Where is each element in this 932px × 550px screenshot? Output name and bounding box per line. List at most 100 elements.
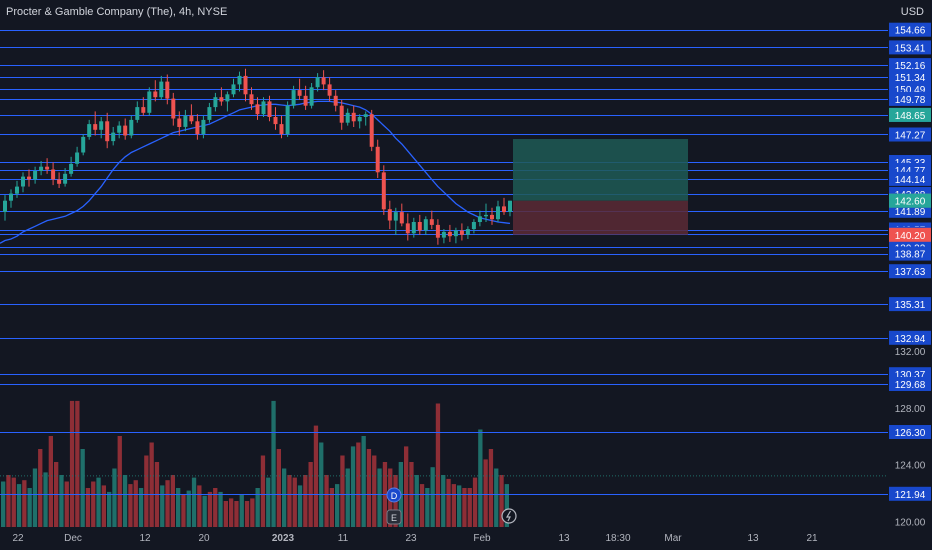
- volume-bar: [128, 484, 133, 527]
- candle-body: [45, 166, 50, 170]
- volume-bar: [345, 468, 350, 527]
- candle-body: [339, 105, 344, 123]
- candle-body: [177, 118, 182, 127]
- volume-bar: [138, 488, 144, 527]
- volume-bar: [176, 488, 181, 527]
- volume-bar: [229, 498, 234, 527]
- candle-body: [303, 95, 308, 106]
- volume-bar: [80, 449, 85, 527]
- volume-bar: [361, 436, 366, 527]
- candle-body: [369, 114, 374, 147]
- level-label: 144.77: [895, 166, 926, 177]
- candle-body: [225, 94, 230, 102]
- volume-bar: [170, 475, 175, 527]
- volume-bar: [101, 485, 106, 527]
- price-label: 148.65: [895, 111, 926, 122]
- volume-bar: [260, 455, 266, 527]
- candle-body: [3, 200, 7, 212]
- time-tick: 21: [806, 533, 818, 544]
- candle-body: [111, 132, 116, 142]
- volume-bar: [462, 488, 467, 527]
- time-tick: 12: [139, 533, 151, 544]
- candle-body: [69, 163, 74, 174]
- level-label-bg: [889, 425, 931, 439]
- volume-bar: [75, 400, 80, 527]
- volume-bar: [234, 501, 239, 527]
- price-label-bg: [889, 107, 931, 122]
- volume-bar: [499, 475, 504, 527]
- volume-bar: [425, 488, 430, 527]
- time-tick: 22: [12, 533, 24, 544]
- volume-bar: [271, 400, 276, 527]
- candle-body: [417, 222, 422, 231]
- candle-body: [471, 222, 476, 230]
- time-tick: 18:30: [605, 533, 630, 544]
- volume-bar: [43, 472, 48, 527]
- volume-bar: [372, 455, 377, 527]
- volume-bar: [287, 475, 292, 527]
- candle-body: [459, 230, 464, 235]
- level-label: 154.66: [895, 26, 926, 37]
- level-label-bg: [889, 58, 931, 73]
- volume-bar: [478, 429, 483, 527]
- candle-body: [405, 223, 410, 234]
- candle-body: [15, 186, 19, 194]
- candle-body: [411, 222, 416, 234]
- candle-body: [363, 114, 368, 117]
- volume-bar: [457, 485, 462, 527]
- candle-body: [273, 117, 278, 125]
- level-label-bg: [889, 40, 931, 55]
- candle-body: [171, 98, 176, 119]
- time-tick: Mar: [664, 533, 682, 544]
- candle-body: [381, 172, 386, 210]
- candle-body: [153, 91, 158, 98]
- candle-body: [39, 166, 44, 171]
- volume-bar: [112, 468, 117, 527]
- volume-bar: [85, 488, 91, 527]
- volume-bar: [165, 480, 170, 527]
- volume-bar: [186, 490, 191, 527]
- volume-bar: [122, 475, 128, 527]
- volume-bar: [1, 481, 6, 527]
- volume-bar: [16, 484, 22, 527]
- candle-body: [423, 219, 428, 231]
- time-tick: Feb: [473, 533, 491, 544]
- level-label-bg: [889, 69, 931, 84]
- candle-body: [279, 124, 284, 134]
- candle-body: [315, 77, 320, 88]
- level-label: 137.63: [895, 267, 926, 278]
- dividend-label: D: [391, 491, 398, 501]
- volume-bar: [91, 481, 96, 527]
- earnings-marker: [386, 509, 402, 525]
- currency-label: USD: [900, 6, 924, 18]
- volume-bar: [27, 488, 32, 527]
- volume-bar: [38, 449, 43, 527]
- volume-bar: [441, 475, 446, 527]
- price-label: 142.60: [895, 197, 926, 208]
- level-label: 151.34: [895, 73, 926, 84]
- volume-bar: [250, 498, 255, 527]
- candle-body: [357, 117, 362, 122]
- volume-bar: [404, 446, 409, 527]
- level-label: 144.14: [895, 175, 926, 186]
- level-label-bg: [889, 377, 931, 391]
- volume-bar: [207, 491, 213, 527]
- candle-body: [508, 200, 512, 212]
- volume-bar: [191, 477, 197, 527]
- candle-body: [345, 112, 350, 123]
- candle-body: [33, 170, 38, 180]
- candle-body: [502, 206, 506, 213]
- candle-body: [123, 125, 128, 136]
- flash-icon-glyph: [505, 510, 512, 522]
- volume-bar: [319, 442, 324, 527]
- volume-bar: [303, 475, 308, 527]
- time-tick: 13: [747, 533, 759, 544]
- volume-bar: [292, 477, 297, 527]
- price-label-bg: [889, 227, 931, 242]
- candle-body: [477, 216, 482, 222]
- volume-bar: [419, 484, 425, 527]
- volume-bar: [117, 436, 122, 527]
- volume-bar: [11, 477, 16, 527]
